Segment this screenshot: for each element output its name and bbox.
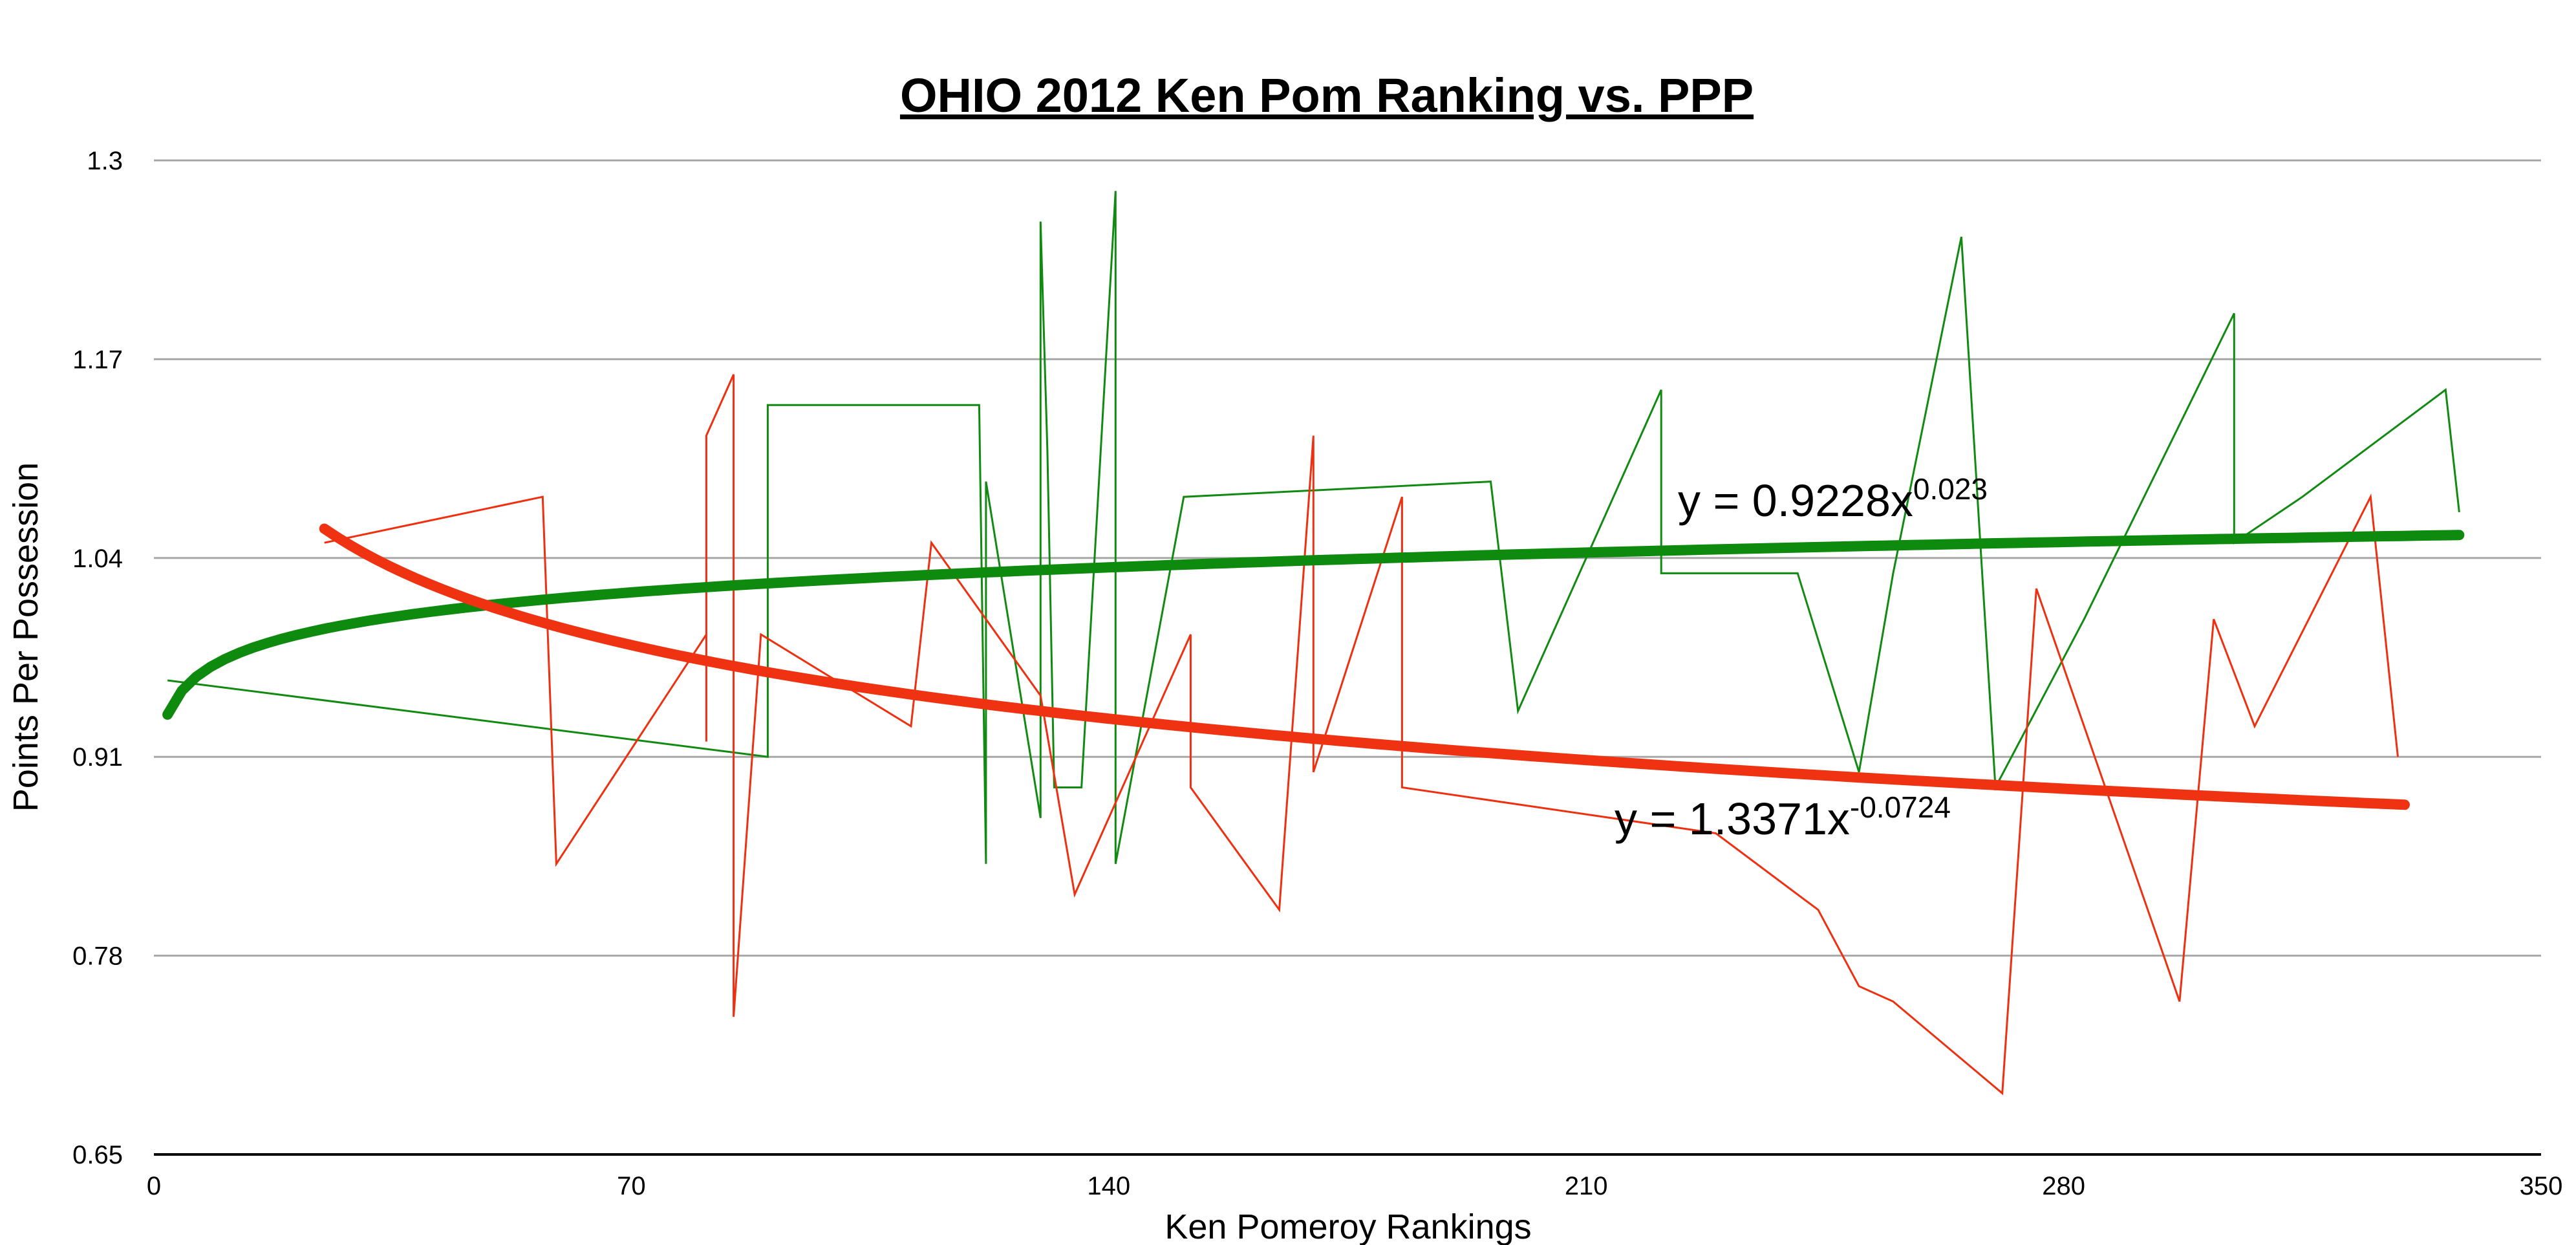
- green-trend-equation-exponent: 0.023: [1913, 472, 1988, 506]
- green-trend-equation-base: y = 0.9228x: [1678, 475, 1913, 526]
- red-trend-equation: y = 1.3371x-0.0724: [1615, 790, 1951, 844]
- y-tick-labels: 0.65 0.78 0.91 1.04 1.17 1.3: [72, 147, 123, 1169]
- y-tick-label: 1.17: [72, 345, 123, 374]
- series-line-1: [167, 191, 2460, 864]
- x-axis-label: Ken Pomeroy Rankings: [1165, 1207, 1531, 1245]
- x-tick-label: 70: [617, 1172, 646, 1200]
- red-trend-equation-base: y = 1.3371x: [1615, 794, 1850, 844]
- x-tick-label: 210: [1565, 1172, 1608, 1200]
- red-trend-equation-exponent: -0.0724: [1850, 790, 1951, 824]
- x-tick-label: 0: [147, 1172, 161, 1200]
- y-tick-label: 1.04: [72, 545, 123, 573]
- y-tick-label: 0.78: [72, 942, 123, 971]
- trendlines: [162, 523, 2465, 810]
- y-tick-label: 1.3: [87, 147, 123, 175]
- trendline-2: [319, 523, 2410, 810]
- y-axis-label: Points Per Possession: [6, 462, 45, 812]
- x-tick-label: 350: [2520, 1172, 2563, 1200]
- x-tick-label: 280: [2042, 1172, 2085, 1200]
- chart-title: OHIO 2012 Ken Pom Ranking vs. PPP: [900, 69, 1754, 122]
- y-tick-label: 0.91: [72, 743, 123, 772]
- x-tick-label: 140: [1087, 1172, 1130, 1200]
- trendline-1: [162, 530, 2465, 720]
- series-line-2: [324, 374, 2399, 1096]
- green-trend-equation: y = 0.9228x0.023: [1678, 472, 1988, 526]
- y-tick-label: 0.65: [72, 1141, 123, 1169]
- x-tick-labels: 0 70 140 210 280 350: [147, 1172, 2563, 1200]
- data-series: [167, 191, 2460, 1096]
